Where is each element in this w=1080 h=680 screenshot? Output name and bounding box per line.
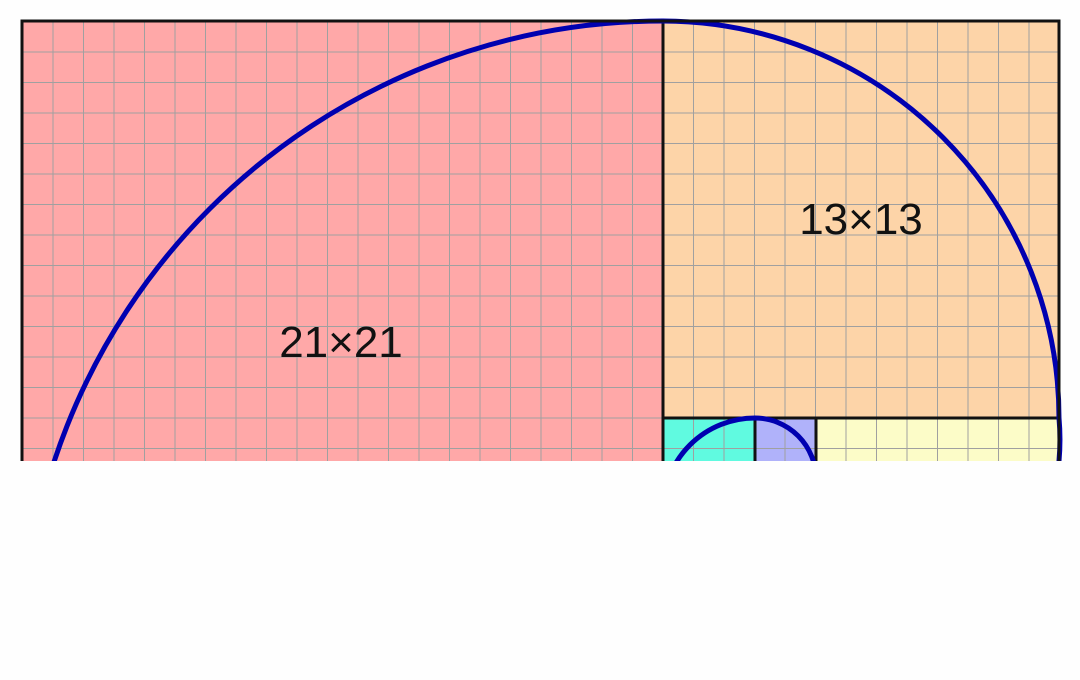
- grid-lines: [22, 21, 1059, 461]
- square-borders: [661, 21, 1059, 461]
- outer-frame: [20, 19, 1061, 461]
- label-13x13: 13×13: [799, 195, 923, 244]
- label-21x21: 21×21: [279, 318, 403, 367]
